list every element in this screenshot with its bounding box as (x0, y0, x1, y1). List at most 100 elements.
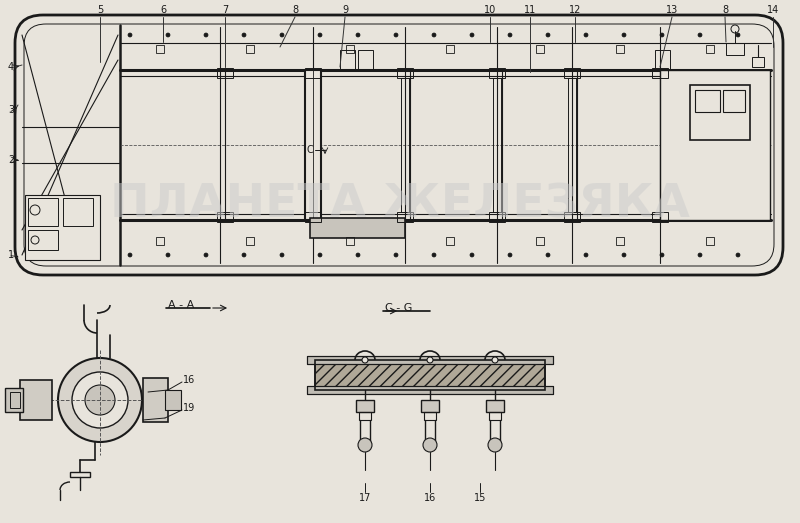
Bar (489, 68, 505, 78)
Bar (397, 212, 413, 222)
Bar (246, 45, 254, 53)
Bar (397, 68, 413, 78)
Bar (217, 68, 233, 78)
Bar (655, 50, 670, 70)
Bar (652, 68, 668, 78)
Text: A - A: A - A (168, 300, 194, 310)
Text: 14: 14 (767, 5, 779, 15)
Bar (305, 212, 321, 222)
Bar (307, 356, 553, 364)
Text: 16: 16 (424, 493, 436, 503)
Bar (493, 78, 501, 212)
Bar (489, 212, 505, 222)
Bar (446, 45, 454, 53)
Circle shape (394, 33, 398, 37)
Bar (5, 388, 23, 412)
Bar (315, 360, 545, 390)
Text: 12: 12 (569, 5, 581, 15)
Text: 17: 17 (359, 493, 371, 503)
Circle shape (622, 33, 626, 37)
Bar (10, 392, 20, 408)
Circle shape (470, 33, 474, 37)
Circle shape (242, 253, 246, 257)
Bar (63, 198, 93, 226)
Text: 10: 10 (484, 5, 496, 15)
Bar (165, 390, 181, 410)
Circle shape (423, 438, 437, 452)
Bar (307, 386, 553, 394)
Bar (401, 78, 409, 212)
Text: 2: 2 (8, 155, 14, 165)
Bar (307, 386, 553, 394)
Text: 13: 13 (666, 5, 678, 15)
Bar (652, 212, 668, 222)
Bar (660, 70, 770, 220)
Bar (246, 237, 254, 245)
Text: 16: 16 (183, 375, 195, 385)
Bar (723, 90, 745, 112)
Bar (706, 237, 714, 245)
Text: 3: 3 (8, 105, 14, 115)
Text: 7: 7 (222, 5, 228, 15)
Circle shape (128, 33, 132, 37)
Bar (568, 78, 576, 212)
Text: 5: 5 (97, 5, 103, 15)
Bar (359, 412, 371, 420)
Circle shape (394, 253, 398, 257)
Bar (28, 230, 58, 250)
Circle shape (470, 253, 474, 257)
Circle shape (736, 33, 740, 37)
Circle shape (358, 438, 372, 452)
Circle shape (546, 33, 550, 37)
Bar (536, 237, 544, 245)
Bar (315, 360, 545, 390)
Text: C: C (306, 145, 314, 155)
Bar (305, 68, 321, 78)
Text: 6: 6 (160, 5, 166, 15)
Circle shape (128, 253, 132, 257)
Bar (358, 50, 373, 70)
Circle shape (166, 253, 170, 257)
Text: 4: 4 (8, 62, 14, 72)
Circle shape (508, 33, 512, 37)
Bar (446, 237, 454, 245)
Circle shape (622, 253, 626, 257)
Text: 15: 15 (474, 493, 486, 503)
Circle shape (85, 385, 115, 415)
Circle shape (432, 33, 436, 37)
Bar (726, 43, 744, 55)
Circle shape (736, 253, 740, 257)
Circle shape (432, 253, 436, 257)
Bar (486, 400, 504, 412)
Circle shape (698, 253, 702, 257)
Circle shape (362, 357, 368, 363)
Bar (70, 472, 90, 477)
Bar (356, 400, 374, 412)
Bar (143, 378, 168, 422)
Circle shape (356, 33, 360, 37)
Text: 19: 19 (183, 403, 195, 413)
FancyBboxPatch shape (15, 15, 783, 275)
Bar (564, 212, 580, 222)
Bar (616, 45, 624, 53)
Circle shape (204, 253, 208, 257)
Circle shape (318, 33, 322, 37)
Circle shape (546, 253, 550, 257)
Bar (695, 90, 720, 112)
Bar (564, 68, 580, 78)
Circle shape (584, 253, 588, 257)
Bar (752, 57, 764, 67)
Circle shape (698, 33, 702, 37)
Circle shape (492, 357, 498, 363)
Bar (424, 412, 436, 420)
Bar (346, 237, 354, 245)
Bar (616, 237, 624, 245)
Bar (706, 45, 714, 53)
Circle shape (508, 253, 512, 257)
Text: 1: 1 (8, 250, 14, 260)
Circle shape (166, 33, 170, 37)
Circle shape (242, 33, 246, 37)
Circle shape (280, 33, 284, 37)
Bar (346, 45, 354, 53)
Bar (20, 380, 52, 420)
